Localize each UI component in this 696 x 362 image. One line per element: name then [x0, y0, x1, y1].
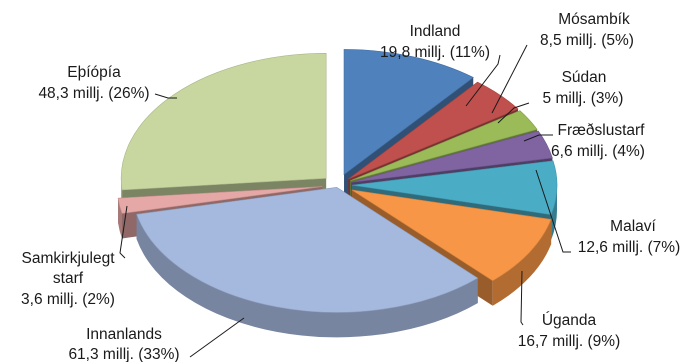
leader-samkirkjulegt	[119, 205, 128, 259]
slice-top	[351, 130, 553, 183]
label-indland-value: 19,8 millj. (11%)	[380, 44, 490, 61]
label-sudan-name: Súdan	[562, 69, 607, 86]
label-innanlands-value: 61,3 millj. (33%)	[68, 346, 179, 362]
leader-ethiopia	[154, 93, 177, 99]
slice-rim	[118, 198, 123, 239]
label-mosambik-name: Mósambík	[558, 11, 630, 28]
leader-fraedslustarf	[523, 134, 553, 142]
label-uganda-name: Úganda	[542, 312, 597, 329]
leader-indland	[465, 54, 501, 107]
label-malavi-name: Malaví	[610, 218, 656, 235]
label-ethiopia-name: Eþíópía	[67, 64, 121, 81]
slice-top	[348, 81, 519, 180]
label-indland-name: Indland	[410, 23, 461, 40]
leader-sudan	[497, 102, 530, 124]
slice-top	[120, 53, 327, 191]
label-innanlands-name: Innanlands	[86, 326, 162, 343]
leader-uganda	[520, 270, 524, 326]
slice-rim	[492, 219, 552, 306]
slice-top	[117, 186, 323, 214]
leader-innanlands	[189, 317, 245, 358]
label-fraedslustarf-name: Fræðslustarf	[558, 122, 646, 139]
leader-mosambik	[491, 44, 528, 114]
leader-malavi	[535, 169, 571, 253]
slice-innanlands	[136, 187, 479, 338]
slice-top	[350, 110, 538, 182]
label-samkirkjulegt-name-line1: Samkirkjulegt	[21, 250, 115, 267]
slice-top	[351, 160, 558, 215]
slice-top	[343, 49, 474, 176]
label-samkirkjulegt-name-line2: starf	[53, 270, 84, 287]
label-ethiopia-value: 48,3 millj. (26%)	[38, 85, 149, 102]
pie-labels: Indland 19,8 millj. (11%) Mósambík 8,5 m…	[21, 11, 680, 362]
pie-slices	[117, 49, 558, 338]
label-malavi-value: 12,6 millj. (7%)	[578, 239, 681, 256]
label-fraedslustarf-value: 6,6 millj. (4%)	[551, 143, 645, 160]
label-mosambik-value: 8,5 millj. (5%)	[540, 32, 634, 49]
label-samkirkjulegt-value: 3,6 millj. (2%)	[21, 291, 115, 308]
label-sudan-value: 5 millj. (3%)	[543, 90, 624, 107]
slice-top	[351, 189, 552, 282]
leader-lines	[119, 44, 571, 358]
slice-rim	[551, 185, 557, 240]
slice-top	[136, 187, 479, 313]
label-uganda-value: 16,7 millj. (9%)	[518, 333, 621, 350]
slice-rim	[136, 214, 478, 338]
